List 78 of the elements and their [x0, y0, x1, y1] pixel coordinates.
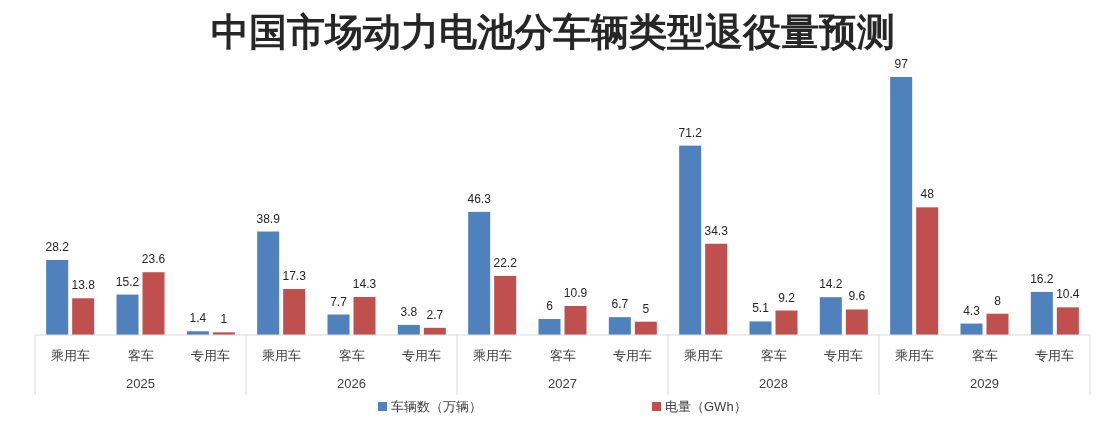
bar: [327, 314, 350, 335]
bar: [819, 297, 842, 335]
text: 2025: [126, 376, 155, 391]
x-tick-label: 客车: [338, 348, 365, 363]
bar: [538, 319, 561, 335]
bar: [468, 211, 491, 335]
chart-title: 中国市场动力电池分车辆类型退役量预测: [211, 11, 895, 53]
bar: [705, 243, 728, 335]
x-tick-label: 专用车: [613, 348, 653, 363]
data-label: 15.2: [115, 274, 140, 289]
bar: [46, 259, 69, 335]
data-label: 6.7: [611, 297, 629, 312]
data-label: 22.2: [493, 255, 518, 270]
bar: [845, 309, 868, 335]
data-label: 71.2: [678, 125, 703, 140]
data-label: 6: [546, 299, 554, 314]
legend-label: 电量（GWh）: [665, 399, 747, 414]
bar: [353, 296, 376, 335]
x-tick-label: 客车: [549, 348, 576, 363]
bar: [749, 321, 772, 335]
data-label: 9.2: [778, 290, 796, 305]
data-label: 34.3: [704, 223, 729, 238]
bar: [494, 275, 517, 335]
data-label: 16.2: [1030, 271, 1054, 286]
text: 2026: [337, 376, 366, 391]
data-label: 28.2: [45, 239, 70, 254]
bar: [634, 321, 657, 335]
text: 2028: [759, 376, 788, 391]
data-label: 48: [920, 187, 935, 202]
data-label: 1.4: [189, 311, 207, 326]
bar: [916, 207, 939, 335]
data-label: 13.8: [71, 278, 96, 293]
bar: [775, 310, 798, 335]
bar: [1030, 291, 1053, 335]
data-label: 14.3: [352, 276, 377, 291]
x-tick-label: 乘用车: [50, 348, 90, 363]
text: 2029: [970, 376, 999, 391]
bar: [116, 294, 139, 335]
data-label: 1: [220, 312, 228, 327]
bar: [257, 231, 280, 335]
data-label: 10.4: [1056, 287, 1080, 302]
data-label: 46.3: [467, 191, 492, 206]
data-label: 2.7: [426, 307, 444, 322]
x-tick-label: 专用车: [402, 348, 442, 363]
data-label: 97: [894, 57, 909, 71]
data-label: 4.3: [963, 303, 981, 318]
x-tick-label: 乘用车: [683, 348, 723, 363]
data-label: 9.6: [848, 289, 866, 304]
x-tick-label: 客车: [127, 348, 154, 363]
bar: [283, 288, 306, 335]
bar: [608, 317, 631, 335]
x-tick-label: 乘用车: [894, 348, 934, 363]
data-label: 5.1: [752, 301, 770, 316]
x-tick-label: 乘用车: [261, 348, 301, 363]
data-label: 17.3: [282, 268, 307, 283]
x-tick-label: 客车: [971, 348, 998, 363]
bar: [72, 298, 95, 335]
data-label: 3.8: [400, 304, 418, 319]
legend-label: 车辆数（万辆）: [391, 399, 482, 414]
data-label: 10.9: [563, 286, 588, 301]
bar: [679, 145, 702, 335]
data-label: 14.2: [819, 277, 843, 292]
data-label: 38.9: [256, 211, 281, 226]
bar: [564, 306, 587, 335]
x-tick-label: 专用车: [824, 348, 864, 363]
x-tick-label: 专用车: [191, 348, 231, 363]
bar: [142, 272, 165, 335]
text: 2027: [548, 376, 577, 391]
data-label: 23.6: [141, 252, 166, 267]
data-label: 7.7: [330, 294, 348, 309]
x-tick-label: 乘用车: [472, 348, 512, 363]
data-label: 5: [642, 301, 650, 316]
data-label: 8: [994, 293, 1002, 308]
bar: [890, 77, 913, 335]
x-tick-label: 客车: [760, 348, 787, 363]
x-tick-label: 专用车: [1035, 348, 1075, 363]
bar: [986, 313, 1009, 335]
bar: [1056, 307, 1079, 335]
